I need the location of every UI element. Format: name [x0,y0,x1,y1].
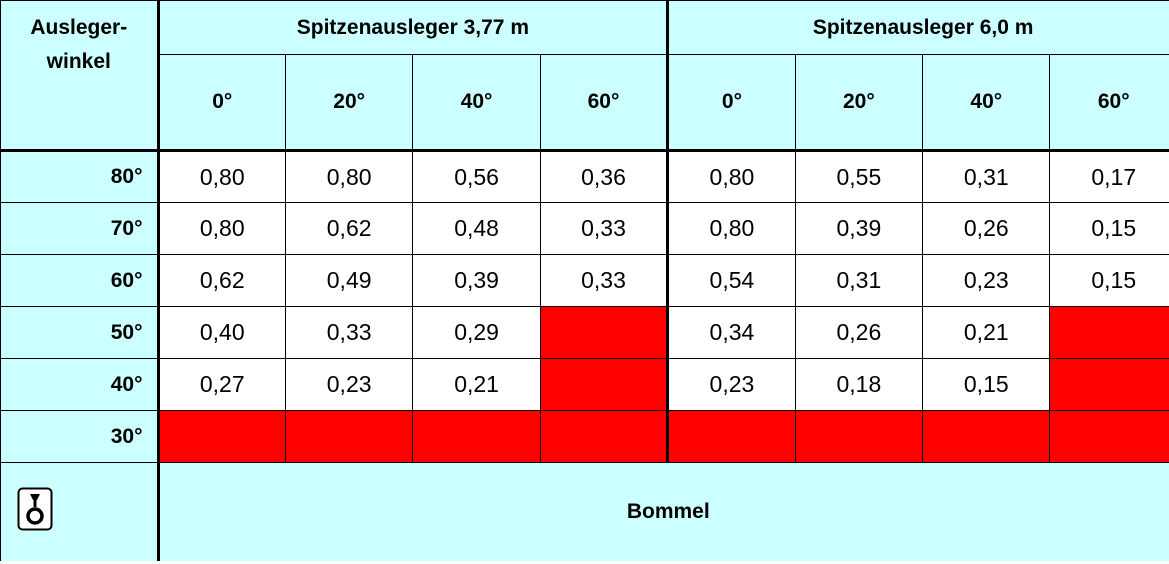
value-cell: 0,34 [666,306,796,359]
value-cell: 0,33 [539,202,669,255]
value-cell: 0,33 [539,254,669,307]
value-cell: 0,80 [156,202,286,255]
value-cell: 0,23 [666,358,796,411]
value-cell: 0,15 [1049,202,1169,255]
row-label: 50° [0,306,159,359]
blocked-cell [1049,410,1169,463]
hook-icon [17,487,53,531]
value-cell: 0,55 [794,150,924,203]
value-cell: 0,33 [284,306,414,359]
value-cell: 0,80 [284,150,414,203]
data-row: 80° 0,80 0,80 0,56 0,36 0,80 0,55 0,31 0,17 [0,150,1169,203]
column-header: 40° [412,54,541,152]
blocked-cell [1049,306,1169,359]
header-row: 0° 20° 40° 60° 0° 20° 40° 60° [1,54,1169,152]
row-label: 60° [0,254,159,307]
value-cell: 0,18 [794,358,924,411]
corner-cell: Ausleger-winkel [0,0,159,152]
data-row: 60° 0,62 0,49 0,39 0,33 0,54 0,31 0,23 0,15 [0,254,1169,307]
footer-row: Bommel [0,462,1169,561]
column-header: 60° [539,54,669,152]
column-header: 20° [794,54,924,152]
column-header: 0° [666,54,796,152]
group-header: Spitzenausleger 3,77 m [156,0,669,55]
blocked-cell [1049,358,1169,411]
value-cell: 0,31 [794,254,924,307]
data-row: 30° [0,410,1169,463]
blocked-cell [412,410,541,463]
row-label: 80° [0,150,159,203]
value-cell: 0,15 [922,358,1051,411]
value-cell: 0,49 [284,254,414,307]
footer-label: Bommel [156,462,1169,561]
blocked-cell [156,410,286,463]
icon-cell [0,462,159,561]
blocked-cell [539,306,669,359]
value-cell: 0,80 [666,202,796,255]
value-cell: 0,62 [284,202,414,255]
value-cell: 0,27 [156,358,286,411]
value-cell: 0,80 [666,150,796,203]
value-cell: 0,54 [666,254,796,307]
data-row: 40° 0,27 0,23 0,21 0,23 0,18 0,15 [0,358,1169,411]
corner-label: Ausleger- [30,16,128,39]
row-label: 70° [0,202,159,255]
value-cell: 0,26 [922,202,1051,255]
value-cell: 0,31 [922,150,1051,203]
value-cell: 0,39 [412,254,541,307]
value-cell: 0,80 [156,150,286,203]
row-label: 30° [0,410,159,463]
column-header: 20° [284,54,414,152]
blocked-cell [284,410,414,463]
header-row: Ausleger-winkel Spitzenausleger 3,77 m Spi… [0,0,1169,152]
column-header: 40° [922,54,1051,152]
group-header: Spitzenausleger 6,0 m [666,0,1169,55]
value-cell: 0,23 [284,358,414,411]
value-cell: 0,29 [412,306,541,359]
value-cell: 0,17 [1049,150,1169,203]
corner-label: winkel [46,50,111,73]
blocked-cell [666,410,796,463]
value-cell: 0,62 [156,254,286,307]
blocked-cell [794,410,924,463]
column-header: 0° [156,54,286,152]
value-cell: 0,15 [1049,254,1169,307]
column-header: 60° [1049,54,1169,152]
value-cell: 0,48 [412,202,541,255]
blocked-cell [922,410,1051,463]
data-row: 70° 0,80 0,62 0,48 0,33 0,80 0,39 0,26 0,15 [0,202,1169,255]
value-cell: 0,21 [922,306,1051,359]
data-row: 50° 0,40 0,33 0,29 0,34 0,26 0,21 [0,306,1169,359]
value-cell: 0,21 [412,358,541,411]
value-cell: 0,39 [794,202,924,255]
blocked-cell [539,358,669,411]
value-cell: 0,56 [412,150,541,203]
value-cell: 0,36 [539,150,669,203]
row-label: 40° [0,358,159,411]
value-cell: 0,40 [156,306,286,359]
value-cell: 0,26 [794,306,924,359]
blocked-cell [539,410,669,463]
value-cell: 0,23 [922,254,1051,307]
